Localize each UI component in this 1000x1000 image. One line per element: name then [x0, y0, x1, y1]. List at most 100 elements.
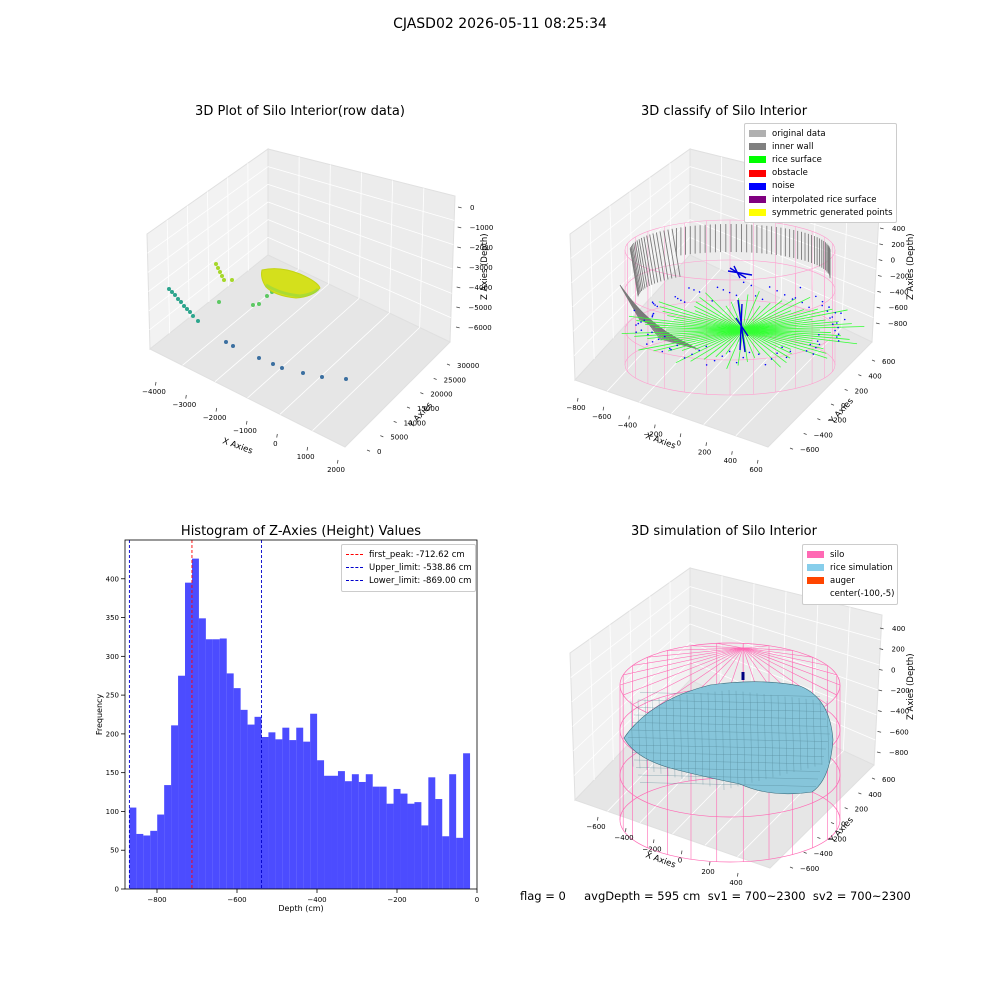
raw-z-tick-mark — [456, 286, 461, 289]
histogram-title: Histogram of Z-Axies (Height) Values — [180, 524, 422, 539]
histogram-axes-frame — [124, 539, 478, 890]
raw-blue-points — [224, 340, 348, 381]
classify-z-ticks: 400 200 0 −200 −400 −600 −800 — [875, 225, 909, 328]
classify-inner-wall-points — [619, 224, 831, 350]
legend-swatch — [749, 196, 766, 204]
histogram-bar — [379, 786, 387, 889]
classify-z-tick-label: −600 — [889, 304, 908, 312]
histogram-bar — [317, 760, 325, 889]
classify-x-tick-mark — [705, 442, 707, 446]
legend-swatch — [749, 169, 766, 177]
status-footer: flag = 0 avgDepth = 595 cm sv1 = 700~230… — [520, 889, 911, 903]
classify-z-tick-mark — [877, 290, 882, 293]
raw-y-tick-label: 5000 — [390, 434, 408, 442]
classify-x-tick-label: −600 — [592, 413, 611, 421]
sim-x-tick-label: −600 — [586, 823, 605, 831]
legend-swatch — [807, 577, 824, 585]
raw-y-tick-mark — [406, 406, 411, 409]
classify-x-tick-label: 0 — [677, 439, 681, 447]
sim-y-tick-mark — [871, 777, 876, 780]
classify-noise-points — [633, 281, 846, 366]
legend-swatch — [749, 143, 766, 151]
histogram-bar — [157, 814, 165, 889]
sim-y-tick-mark — [844, 807, 848, 810]
legend-item: auger — [807, 574, 893, 587]
raw-y-tick-label: 25000 — [444, 376, 466, 384]
classify-y-tick-mark — [871, 359, 876, 362]
sim-y-tick-label: 600 — [882, 776, 895, 784]
histogram-bar — [150, 830, 158, 889]
classify-z-tick-label: −200 — [890, 273, 909, 281]
legend-label: rice surface — [772, 154, 822, 165]
raw-x-tick-label: −2000 — [203, 414, 227, 422]
histogram-bar — [407, 803, 415, 889]
classify-z-tick-label: 0 — [891, 257, 895, 265]
histogram-bar — [178, 675, 186, 889]
histogram-bar — [191, 558, 199, 889]
sim-y-tick-label: −200 — [827, 835, 846, 843]
raw-z-axis-label: Z Axies (Depth) — [480, 233, 490, 300]
raw-z-tick-mark — [455, 326, 460, 329]
simulation-legend: silo rice simulation auger center(-100,-5) — [802, 544, 898, 605]
classify-y-tick-mark — [789, 447, 794, 450]
raw-y-tick-label: 30000 — [457, 362, 479, 370]
histogram-bar — [282, 727, 290, 889]
classify-y-tick-mark — [803, 432, 807, 435]
classify-x-ticks: −800 −600 −400 −200 0 200 400 600 — [566, 397, 763, 474]
histogram-bar — [351, 774, 359, 889]
sim-z-tick-mark — [877, 730, 882, 733]
histogram-y-tick-label: 100 — [106, 808, 119, 816]
legend-item: inner wall — [749, 140, 892, 153]
legend-item: obstacle — [749, 167, 892, 180]
sim-x-tick-label: −200 — [642, 845, 661, 853]
histogram-legend: first_peak: -712.62 cm Upper_limit: -538.… — [341, 544, 476, 592]
classify-z-axis-label: Z Axies (Depth) — [906, 233, 916, 300]
raw-x-tick-label: 2000 — [327, 466, 345, 474]
histogram-y-tick-label: 200 — [106, 730, 119, 738]
histogram-bar — [233, 688, 241, 889]
histogram-bar — [331, 775, 338, 889]
legend-item: noise — [749, 180, 892, 193]
histogram-y-tick-label: 150 — [106, 769, 119, 777]
simulation-rice-mesh — [627, 689, 831, 791]
simulation-x-ticks: −600 −400 −200 0 200 400 — [586, 816, 743, 887]
legend-item: Upper_limit: -538.86 cm — [346, 561, 472, 574]
legend-label: interpolated rice surface — [772, 194, 877, 205]
histogram-x-tick-label: −600 — [227, 896, 246, 904]
histogram-x-tick-label: −200 — [387, 896, 406, 904]
sim-z-tick-label: 0 — [891, 666, 895, 674]
raw-x-tick-mark — [246, 420, 248, 425]
histogram-bar — [344, 781, 352, 889]
classify-y-tick-label: 600 — [882, 358, 895, 366]
legend-label: silo — [830, 549, 845, 560]
legend-line-sample — [346, 580, 363, 582]
raw-z-tick-mark — [456, 266, 461, 269]
simulation-rice-surface — [623, 681, 834, 795]
classify-z-tick-label: −400 — [889, 288, 908, 296]
legend-line-sample — [346, 567, 363, 569]
histogram-bar — [198, 618, 206, 889]
histogram-y-tick-label: 0 — [115, 886, 119, 894]
simulation-z-ticks: 400 200 0 −200 −400 −600 −800 — [876, 625, 910, 757]
classify-x-tick-mark — [731, 451, 733, 455]
classify-z-tick-label: −800 — [888, 320, 907, 328]
raw-x-tick-mark — [155, 381, 157, 386]
classify-z-tick-label: 400 — [892, 225, 905, 233]
sim-z-tick-mark — [877, 710, 882, 712]
histogram-bar — [386, 803, 394, 889]
legend-swatch — [807, 591, 824, 598]
classify-z-tick-mark — [878, 259, 883, 261]
raw-z-tick-mark — [457, 206, 462, 209]
raw-x-axis-label: X Axies — [221, 436, 254, 456]
legend-item: silo — [807, 548, 893, 561]
sim-x-tick-label: −400 — [614, 834, 633, 842]
histogram-x-tick-label: 0 — [475, 896, 479, 904]
legend-label: Upper_limit: -538.86 cm — [369, 562, 472, 573]
sim-x-tick-label: 400 — [729, 879, 742, 887]
sim-x-tick-mark — [653, 839, 655, 844]
raw-y-tick-mark — [380, 435, 384, 438]
